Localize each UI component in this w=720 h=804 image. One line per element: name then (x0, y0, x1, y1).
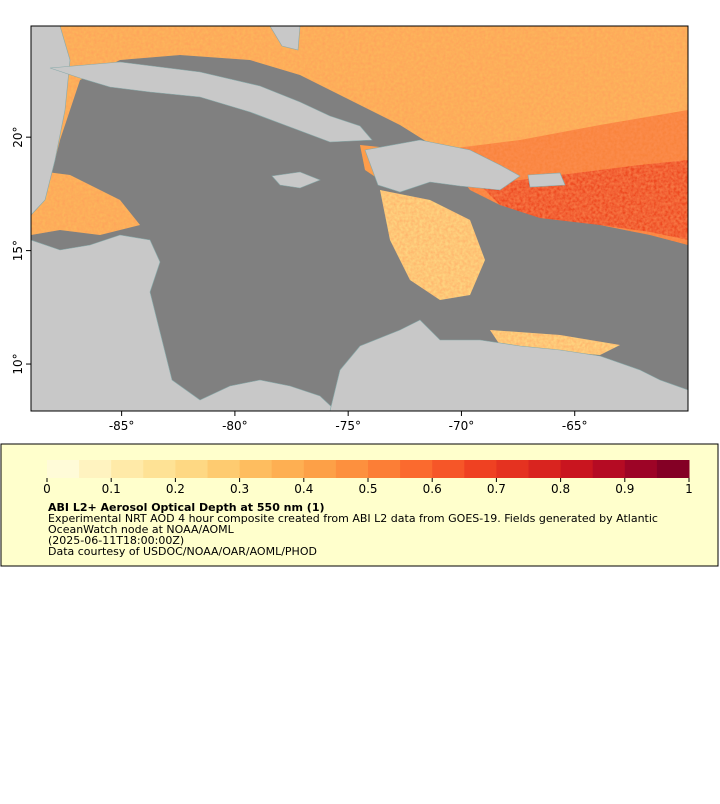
y-tick-label: 20° (11, 127, 25, 148)
y-tick-label: 10° (11, 353, 25, 374)
colorbar-swatch (432, 460, 465, 478)
colorbar-swatch (560, 460, 594, 478)
legend-line: OceanWatch node at NOAA/AOML (48, 523, 235, 536)
legend-line: Data courtesy of USDOC/NOAA/OAR/AOML/PHO… (48, 545, 317, 558)
land (31, 26, 688, 411)
colorbar-swatch (624, 460, 658, 478)
colorbar-tick-label: 0.8 (551, 482, 570, 496)
colorbar-swatch (656, 460, 690, 478)
colorbar-swatch (143, 460, 176, 478)
x-tick-label: -85° (109, 419, 135, 433)
colorbar-tick-label: 0 (43, 482, 51, 496)
colorbar-swatch (592, 460, 626, 478)
colorbar: 0 0.1 0.2 0.3 0.4 0.5 0.6 0.7 0.8 0.9 1 (43, 460, 693, 496)
x-tick-label: -75° (335, 419, 361, 433)
x-tick-label: -70° (449, 419, 475, 433)
legend-line: Experimental NRT AOD 4 hour composite cr… (48, 512, 658, 525)
colorbar-swatch (111, 460, 144, 478)
colorbar-tick-label: 1 (685, 482, 693, 496)
colorbar-tick-label: 0.5 (358, 482, 377, 496)
colorbar-swatch (271, 460, 305, 478)
colorbar-swatch (400, 460, 433, 478)
colorbar-tick-label: 0.1 (102, 482, 121, 496)
colorbar-tick-label: 0.7 (487, 482, 506, 496)
colorbar-swatch (207, 460, 241, 478)
colorbar-tick-label: 0.6 (423, 482, 442, 496)
colorbar-swatch (464, 460, 497, 478)
colorbar-swatch (175, 460, 208, 478)
colorbar-tick-label: 0.2 (166, 482, 185, 496)
colorbar-tick-label: 0.9 (615, 482, 634, 496)
x-tick-label: -65° (562, 419, 588, 433)
x-tick-label: -80° (222, 419, 248, 433)
colorbar-tick-label: 0.4 (294, 482, 313, 496)
legend-title: ABI L2+ Aerosol Optical Depth at 550 nm … (48, 501, 325, 514)
colorbar-tick-label: 0.3 (230, 482, 249, 496)
colorbar-swatch (47, 460, 80, 478)
map-frame (30, 25, 689, 412)
colorbar-swatch (79, 460, 112, 478)
colorbar-swatch (239, 460, 273, 478)
colorbar-swatch (303, 460, 337, 478)
axes: -85° -80° -75° -70° -65° 10° 15° 20° (11, 127, 588, 433)
colorbar-swatch (335, 460, 369, 478)
colorbar-swatch (496, 460, 529, 478)
y-tick-label: 15° (11, 240, 25, 261)
colorbar-swatch (528, 460, 562, 478)
legend-line: (2025-06-11T18:00:00Z) (48, 534, 184, 547)
map (31, 26, 688, 411)
colorbar-swatch (368, 460, 401, 478)
